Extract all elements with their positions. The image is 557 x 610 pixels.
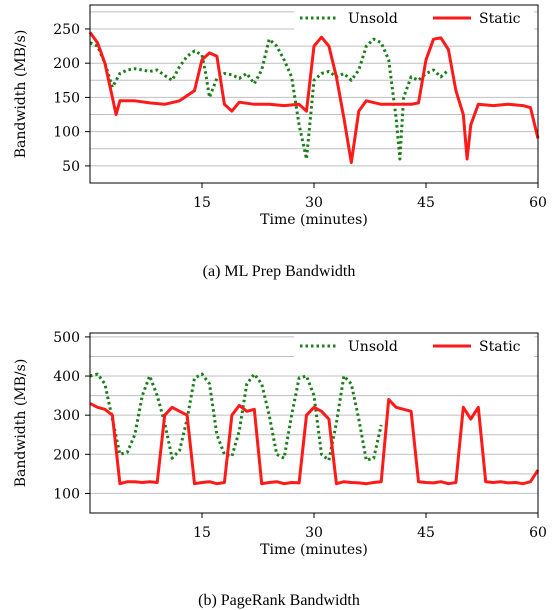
y-tick-label-200: 200 [53, 447, 80, 463]
legend: Unsold Static [294, 336, 534, 360]
x-tick-label-30: 30 [305, 525, 323, 541]
y-tick-label-400: 400 [53, 369, 80, 385]
legend-label-unsold: Unsold [348, 339, 398, 355]
y-tick-label-150: 150 [53, 90, 80, 106]
y-tick-label-200: 200 [53, 56, 80, 72]
chart-pagerank: 100 200 300 400 500 15 30 45 60 Time (minutes) Ban… [13, 330, 547, 609]
x-tick-label-15: 15 [193, 525, 211, 541]
y-axis-label: Bandwidth (MB/s) [13, 30, 29, 159]
x-tick-label-30: 30 [305, 195, 323, 211]
legend-label-static: Static [479, 11, 521, 27]
x-tick-label-60: 60 [529, 195, 547, 211]
legend-background [294, 336, 534, 360]
gridlines [90, 11, 538, 167]
chart-caption: (a) ML Prep Bandwidth [203, 263, 356, 280]
chart-ml-prep: 50 100 150 200 250 15 30 45 60 Time (minutes) Band… [13, 4, 547, 280]
legend-label-unsold: Unsold [348, 11, 398, 27]
y-tick-label-300: 300 [53, 408, 80, 424]
series-line-unsold [89, 37, 450, 161]
series-line-unsold [89, 372, 383, 462]
x-tick-label-15: 15 [193, 195, 211, 211]
series-line-static [89, 398, 540, 486]
y-tick-label-50: 50 [62, 159, 80, 175]
legend-label-static: Static [479, 339, 521, 355]
chart-caption: (b) PageRank Bandwidth [198, 592, 360, 609]
legend-background [294, 8, 534, 32]
series-line-static [88, 31, 540, 164]
x-tick-label-60: 60 [529, 525, 547, 541]
y-tick-label-250: 250 [53, 22, 80, 38]
x-tick-label-45: 45 [417, 195, 435, 211]
y-tick-label-500: 500 [53, 330, 80, 346]
x-tick-label-45: 45 [417, 525, 435, 541]
legend: Unsold Static [294, 8, 534, 32]
x-axis-label: Time (minutes) [260, 212, 368, 228]
y-tick-label-100: 100 [53, 486, 80, 502]
x-axis-label: Time (minutes) [260, 542, 368, 558]
y-tick-label-100: 100 [53, 125, 80, 141]
y-axis-label: Bandwidth (MB/s) [13, 359, 29, 488]
